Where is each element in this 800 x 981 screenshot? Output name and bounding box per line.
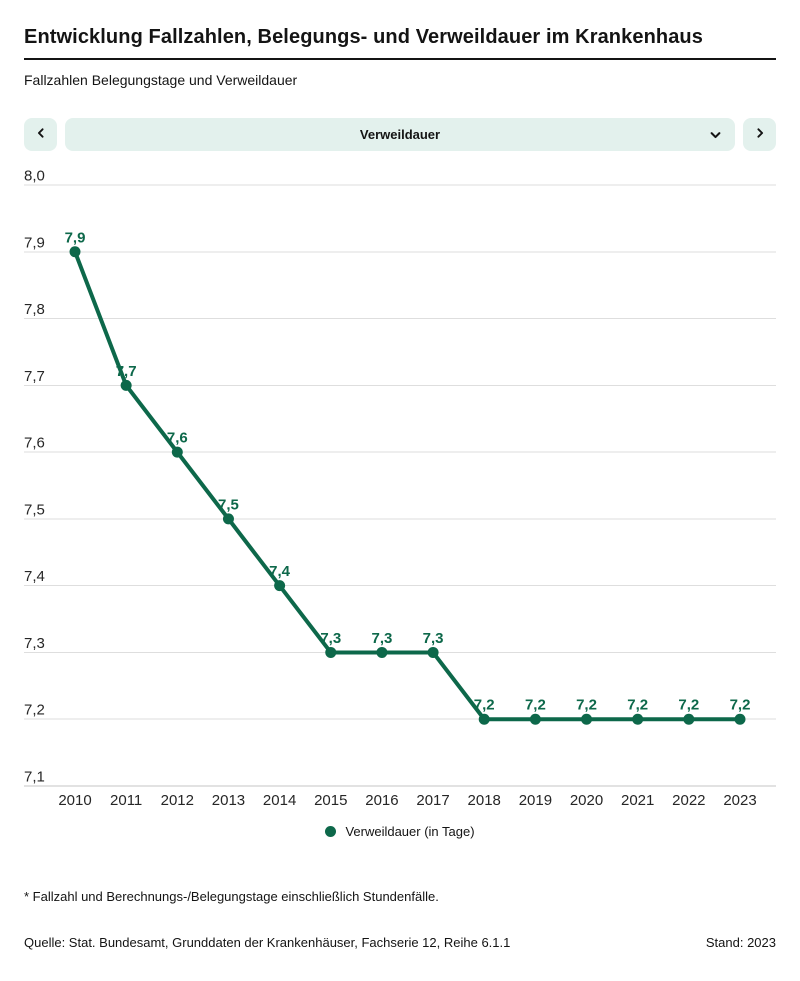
- y-tick-label: 7,2: [24, 702, 45, 719]
- source-row: Quelle: Stat. Bundesamt, Grunddaten der …: [0, 935, 800, 950]
- data-point-label: 7,2: [576, 697, 597, 714]
- prev-dataset-button[interactable]: [24, 118, 57, 151]
- data-point[interactable]: [427, 646, 439, 658]
- y-tick-label: 8,0: [24, 168, 45, 185]
- stand-text: Stand: 2023: [705, 935, 776, 950]
- data-point[interactable]: [632, 713, 644, 725]
- header: Entwicklung Fallzahlen, Belegungs- und V…: [0, 0, 800, 88]
- x-tick-label: 2010: [58, 792, 91, 809]
- x-tick-label: 2021: [621, 792, 654, 809]
- data-point[interactable]: [69, 246, 81, 258]
- y-tick-label: 7,8: [24, 301, 45, 318]
- legend-marker-circle: [325, 825, 337, 837]
- x-tick-label: 2016: [365, 792, 398, 809]
- source-text: Quelle: Stat. Bundesamt, Grunddaten der …: [24, 935, 511, 950]
- y-tick-label: 7,3: [24, 635, 45, 652]
- data-point[interactable]: [683, 713, 695, 725]
- data-point[interactable]: [376, 646, 388, 658]
- x-tick-label: 2020: [570, 792, 603, 809]
- series-line: [73, 249, 742, 722]
- x-tick-label: 2017: [416, 792, 449, 809]
- data-point[interactable]: [581, 713, 593, 725]
- x-tick-label: 2022: [672, 792, 705, 809]
- data-point-label: 7,3: [371, 630, 392, 647]
- page-title: Entwicklung Fallzahlen, Belegungs- und V…: [24, 26, 703, 48]
- next-dataset-button[interactable]: [743, 118, 776, 151]
- data-point[interactable]: [325, 646, 337, 658]
- chart-subtitle: Fallzahlen Belegungstage und Verweildaue…: [24, 72, 298, 88]
- data-point[interactable]: [274, 580, 286, 592]
- x-tick-label: 2019: [519, 792, 552, 809]
- footnote: * Fallzahl und Berechnungs-/Belegungstag…: [24, 889, 439, 904]
- chevron-down-icon: [709, 128, 722, 141]
- y-tick-label: 7,5: [24, 501, 45, 518]
- y-tick-label: 7,9: [24, 234, 45, 251]
- x-tick-label: 2018: [468, 792, 501, 809]
- x-tick-label: 2013: [212, 792, 245, 809]
- y-tick-label: 7,6: [24, 435, 45, 452]
- dataset-select-value: Verweildauer: [359, 127, 441, 142]
- dataset-controls: Verweildauer: [0, 118, 800, 151]
- data-point[interactable]: [171, 446, 183, 458]
- x-tick-label: 2011: [110, 792, 142, 809]
- data-point-label: 7,2: [678, 697, 699, 714]
- x-tick-label: 2023: [723, 792, 756, 809]
- data-point-label: 7,2: [525, 697, 546, 714]
- x-tick-label: 2015: [314, 792, 347, 809]
- data-point-label: 7,2: [730, 697, 751, 714]
- y-tick-label: 7,7: [24, 368, 45, 385]
- y-tick-label: 7,4: [24, 568, 45, 585]
- chart-legend: Verweildauer (in Tage): [0, 821, 800, 841]
- data-point[interactable]: [529, 713, 541, 725]
- data-point-label: 7,4: [269, 563, 291, 580]
- line-chart: 8,0 7,9 7,8 7,7 7,6 7,5 7,4 7,3 7,2 7,1 2010 2011 20…: [24, 168, 776, 809]
- data-point-label: 7,3: [423, 630, 444, 647]
- data-point[interactable]: [734, 713, 746, 725]
- data-point-label: 7,7: [116, 363, 137, 380]
- data-point-label: 7,9: [65, 229, 86, 246]
- data-point[interactable]: [222, 513, 234, 525]
- y-tick-label: 7,1: [24, 769, 45, 786]
- data-point-label: 7,2: [474, 697, 495, 714]
- legend-label: Verweildauer (in Tage): [345, 823, 475, 839]
- data-point[interactable]: [478, 713, 490, 725]
- title-divider: [24, 58, 776, 60]
- data-point[interactable]: [120, 379, 132, 391]
- chevron-right-icon: [754, 127, 766, 142]
- data-point-label: 7,2: [627, 697, 648, 714]
- data-point-label: 7,6: [167, 430, 188, 447]
- x-tick-label: 2014: [263, 792, 296, 809]
- dataset-select[interactable]: Verweildauer: [65, 118, 735, 151]
- chart-area: 8,0 7,9 7,8 7,7 7,6 7,5 7,4 7,3 7,2 7,1 2010 2011 20…: [0, 159, 800, 819]
- chevron-left-icon: [35, 127, 47, 142]
- x-tick-label: 2012: [161, 792, 194, 809]
- data-point-label: 7,3: [320, 630, 341, 647]
- data-point-label: 7,5: [218, 496, 239, 513]
